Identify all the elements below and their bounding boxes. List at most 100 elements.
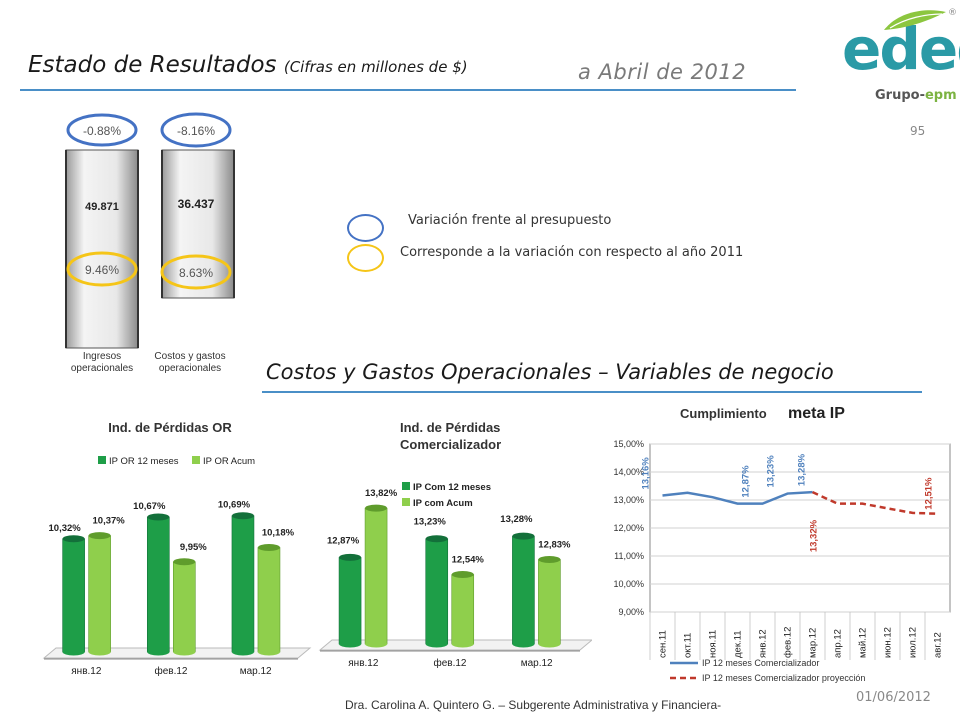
bar-base-0 bbox=[339, 640, 362, 648]
data-label: 12,87% bbox=[741, 465, 752, 498]
x-tick-label: янв.12 bbox=[348, 658, 379, 669]
costos-budget-ring bbox=[160, 112, 232, 148]
costos-label-2: operacionales bbox=[159, 363, 221, 374]
x-tick-label: авг.12 bbox=[933, 632, 944, 658]
legend-label: IP com Acum bbox=[413, 498, 473, 509]
ingresos-budget-ring bbox=[66, 113, 138, 147]
data-label: 9,95% bbox=[180, 542, 207, 553]
costos-value: 36.437 bbox=[178, 197, 215, 211]
legend-gold-text: Corresponde a la variación con respecto … bbox=[400, 245, 744, 260]
chart-title: Ind. de Pérdidas OR bbox=[108, 420, 232, 435]
costos-2011-ring bbox=[160, 254, 232, 290]
bar-base-0 bbox=[147, 648, 170, 656]
x-tick-label: янв.12 bbox=[758, 629, 769, 658]
bar-base-1 bbox=[538, 640, 561, 648]
x-tick-label: мар.12 bbox=[240, 666, 272, 677]
bar-top-0 bbox=[425, 535, 448, 543]
bar-base-0 bbox=[425, 640, 448, 648]
legend-blue-text: Variación frente al presupuesto bbox=[408, 213, 612, 228]
perdidas-com-chart: Ind. de Pérdidas Comercializador IP Com 12… bbox=[318, 420, 592, 669]
perdidas-or-chart: Ind. de Pérdidas OR IP OR 12 meses IP OR A… bbox=[42, 420, 312, 677]
legend-swatch bbox=[402, 482, 410, 490]
x-tick-label: июл.12 bbox=[908, 627, 919, 658]
data-label: 12,87% bbox=[327, 535, 360, 546]
edeq-logo: edeq bbox=[842, 15, 960, 83]
x-tick-label: июн.12 bbox=[883, 627, 894, 658]
bar-base-0 bbox=[62, 648, 85, 656]
bar-top-1 bbox=[538, 555, 561, 563]
x-tick-label: дек.11 bbox=[733, 631, 744, 658]
legend-swatch bbox=[402, 498, 410, 506]
y-tick-label: 14,00% bbox=[613, 467, 644, 477]
footer-date: 01/06/2012 bbox=[856, 690, 931, 705]
bar-0 bbox=[512, 535, 535, 645]
bar-top-0 bbox=[339, 553, 362, 561]
chart-title: Comercializador bbox=[400, 437, 501, 452]
data-label: 13,82% bbox=[365, 488, 398, 499]
y-tick-label: 10,00% bbox=[613, 579, 644, 589]
data-label: 10,69% bbox=[218, 500, 251, 511]
bar-0 bbox=[62, 538, 85, 653]
chart-title-bold: meta IP bbox=[788, 405, 845, 422]
data-label: 12,54% bbox=[452, 555, 485, 566]
legend-blue-ring bbox=[347, 214, 384, 242]
legend-label: IP OR Acum bbox=[203, 456, 255, 467]
bar-1 bbox=[257, 547, 281, 653]
legend-swatch bbox=[192, 456, 200, 464]
estado-resultados-chart: 49.871 36.437 -0.88% -8.16% 9.46% 8.63% … bbox=[65, 112, 235, 374]
section2-title: Costos y Gastos Operacionales – Variable… bbox=[266, 360, 834, 384]
chart-title: Cumplimiento bbox=[680, 406, 767, 421]
legend-label: IP OR 12 meses bbox=[109, 456, 179, 467]
legend-gold-ring bbox=[347, 244, 384, 272]
x-tick-label: ноя.11 bbox=[708, 630, 719, 658]
bar-top-1 bbox=[173, 558, 196, 566]
ingresos-bar bbox=[65, 149, 139, 349]
data-label: 10,67% bbox=[133, 501, 166, 512]
ingresos-label-1: Ingresos bbox=[83, 351, 121, 362]
data-label: 13,16% bbox=[641, 457, 652, 490]
bar-top-0 bbox=[147, 513, 170, 521]
bar-top-1 bbox=[451, 571, 474, 579]
leaf-icon bbox=[884, 10, 946, 30]
page-number: 95 bbox=[910, 124, 926, 138]
bar-top-0 bbox=[231, 512, 254, 520]
bar-top-0 bbox=[512, 532, 535, 540]
bar-base-1 bbox=[451, 640, 474, 648]
header-rule bbox=[20, 89, 796, 91]
bar-1 bbox=[451, 574, 475, 645]
bar-base-0 bbox=[231, 648, 254, 656]
x-tick-label: фев.12 bbox=[783, 627, 794, 658]
bar-1 bbox=[172, 561, 196, 653]
bar-0 bbox=[146, 516, 170, 653]
x-tick-label: фев.12 bbox=[433, 657, 466, 669]
bar-top-1 bbox=[365, 504, 388, 512]
series-line-projection bbox=[811, 491, 938, 515]
ingresos-var-budget: -0.88% bbox=[83, 124, 121, 138]
y-tick-label: 9,00% bbox=[618, 607, 644, 617]
data-label: 12,83% bbox=[538, 539, 571, 550]
bar-1 bbox=[538, 559, 561, 645]
data-label: 13,28% bbox=[500, 514, 533, 525]
x-tick-label: окт.11 bbox=[683, 633, 694, 658]
costos-label-1: Costos y gastos bbox=[154, 351, 225, 362]
bar-base-1 bbox=[88, 648, 111, 656]
x-tick-label: янв.12 bbox=[71, 666, 102, 677]
ingresos-value: 49.871 bbox=[85, 201, 119, 213]
x-tick-label: апр.12 bbox=[833, 629, 844, 658]
ingresos-label-2: operacionales bbox=[71, 363, 133, 374]
x-tick-label: мар.12 bbox=[521, 658, 553, 669]
bar-1 bbox=[88, 535, 111, 653]
meta-ip-chart: Cumplimiento meta IP 9,00% 10,00% 11,00% 12,0… bbox=[613, 405, 951, 683]
bar-base-1 bbox=[257, 648, 280, 656]
data-label: 13,32% bbox=[809, 519, 820, 552]
y-tick-label: 15,00% bbox=[613, 439, 644, 449]
series-line-actual bbox=[662, 490, 813, 505]
data-label: 13,23% bbox=[766, 455, 777, 488]
bar-0 bbox=[425, 538, 449, 645]
ingresos-var-2011: 9.46% bbox=[85, 263, 119, 277]
bar-1 bbox=[364, 507, 388, 645]
footer-author: Dra. Carolina A. Quintero G. – Subgerent… bbox=[345, 698, 722, 712]
data-label: 10,18% bbox=[262, 527, 295, 538]
y-tick-label: 12,00% bbox=[613, 523, 644, 533]
legend-label: IP Com 12 meses bbox=[413, 482, 491, 493]
